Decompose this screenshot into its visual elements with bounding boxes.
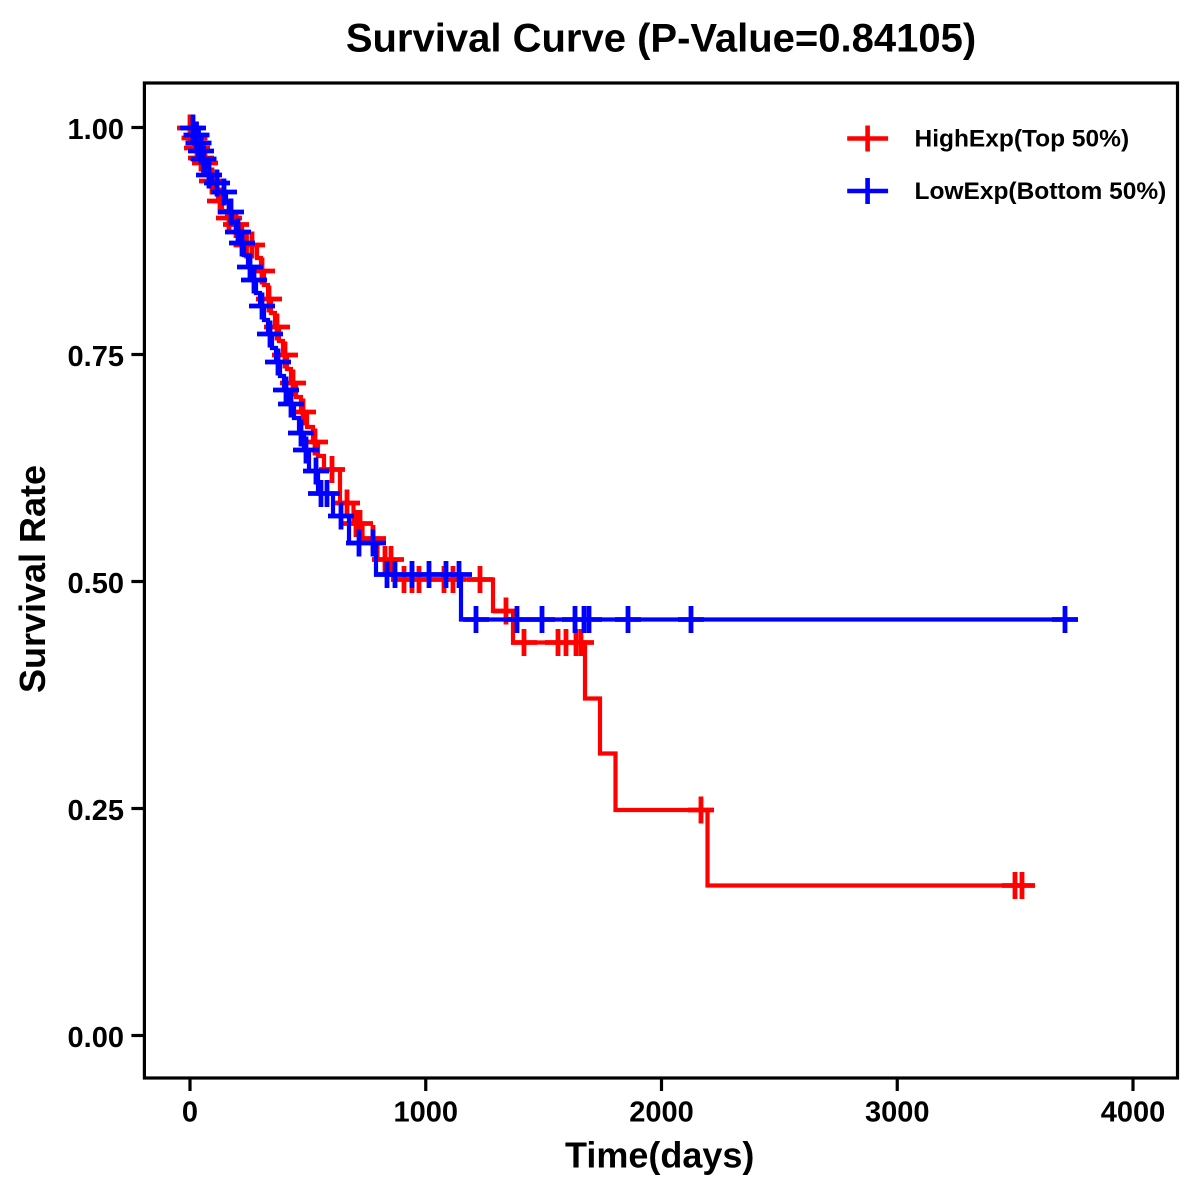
svg-text:LowExp(Bottom 50%): LowExp(Bottom 50%) [915,178,1167,205]
svg-text:0.75: 0.75 [68,341,124,373]
svg-text:2000: 2000 [629,1097,694,1129]
svg-text:0.25: 0.25 [68,795,124,827]
svg-text:0: 0 [182,1097,198,1129]
svg-text:0.00: 0.00 [68,1022,124,1054]
svg-text:HighExp(Top 50%): HighExp(Top 50%) [915,126,1130,153]
svg-text:Survival Rate: Survival Rate [12,465,53,693]
svg-text:0.50: 0.50 [68,568,124,600]
svg-text:1000: 1000 [393,1097,458,1129]
svg-text:3000: 3000 [865,1097,930,1129]
svg-text:Survival Curve (P-Value=0.8410: Survival Curve (P-Value=0.84105) [346,17,976,61]
svg-text:4000: 4000 [1101,1097,1166,1129]
svg-text:1.00: 1.00 [68,114,124,146]
svg-text:Time(days): Time(days) [565,1135,754,1176]
